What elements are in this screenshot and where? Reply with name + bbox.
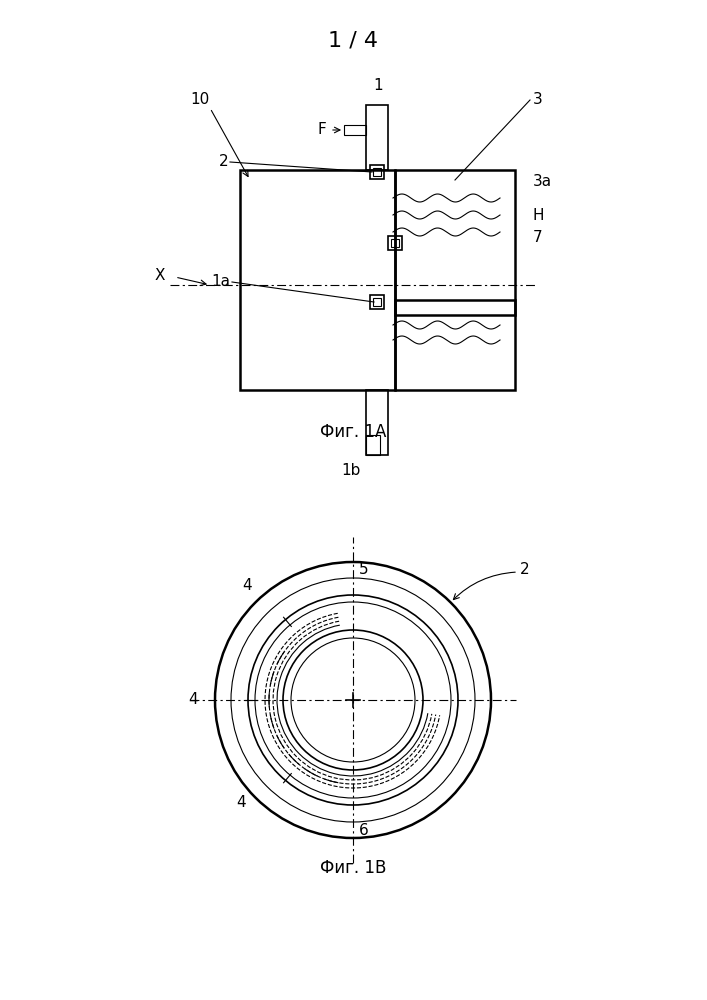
Bar	[240, 170, 395, 390]
Bar	[370, 165, 384, 179]
Bar	[395, 170, 515, 315]
Text: H: H	[533, 208, 544, 223]
Text: 2: 2	[218, 154, 228, 169]
Bar	[373, 298, 381, 306]
Text: 10: 10	[190, 93, 209, 107]
Bar	[366, 105, 388, 170]
Text: 3: 3	[533, 93, 543, 107]
Bar	[366, 435, 380, 455]
Text: 3a: 3a	[533, 174, 552, 190]
Text: F: F	[317, 122, 326, 137]
Text: 4: 4	[236, 795, 245, 810]
Text: 1 / 4: 1 / 4	[328, 30, 378, 50]
Text: Фиг. 1В: Фиг. 1В	[320, 859, 386, 877]
Bar	[391, 239, 399, 247]
Bar	[370, 295, 384, 309]
Text: 1b: 1b	[341, 463, 361, 478]
Text: 2: 2	[520, 562, 530, 578]
Bar	[388, 236, 402, 250]
Text: 7: 7	[533, 231, 543, 245]
Text: 1: 1	[373, 78, 382, 93]
Bar	[366, 390, 388, 455]
Bar	[373, 168, 381, 176]
Text: 6: 6	[359, 823, 369, 838]
Text: 1a: 1a	[211, 274, 230, 290]
Text: 5: 5	[359, 562, 368, 577]
Text: Фиг. 1А: Фиг. 1А	[320, 423, 386, 441]
Text: 4: 4	[242, 578, 252, 593]
Bar	[344, 125, 366, 135]
Text: X: X	[155, 267, 165, 282]
Bar	[395, 300, 515, 390]
Text: 4: 4	[188, 692, 198, 708]
